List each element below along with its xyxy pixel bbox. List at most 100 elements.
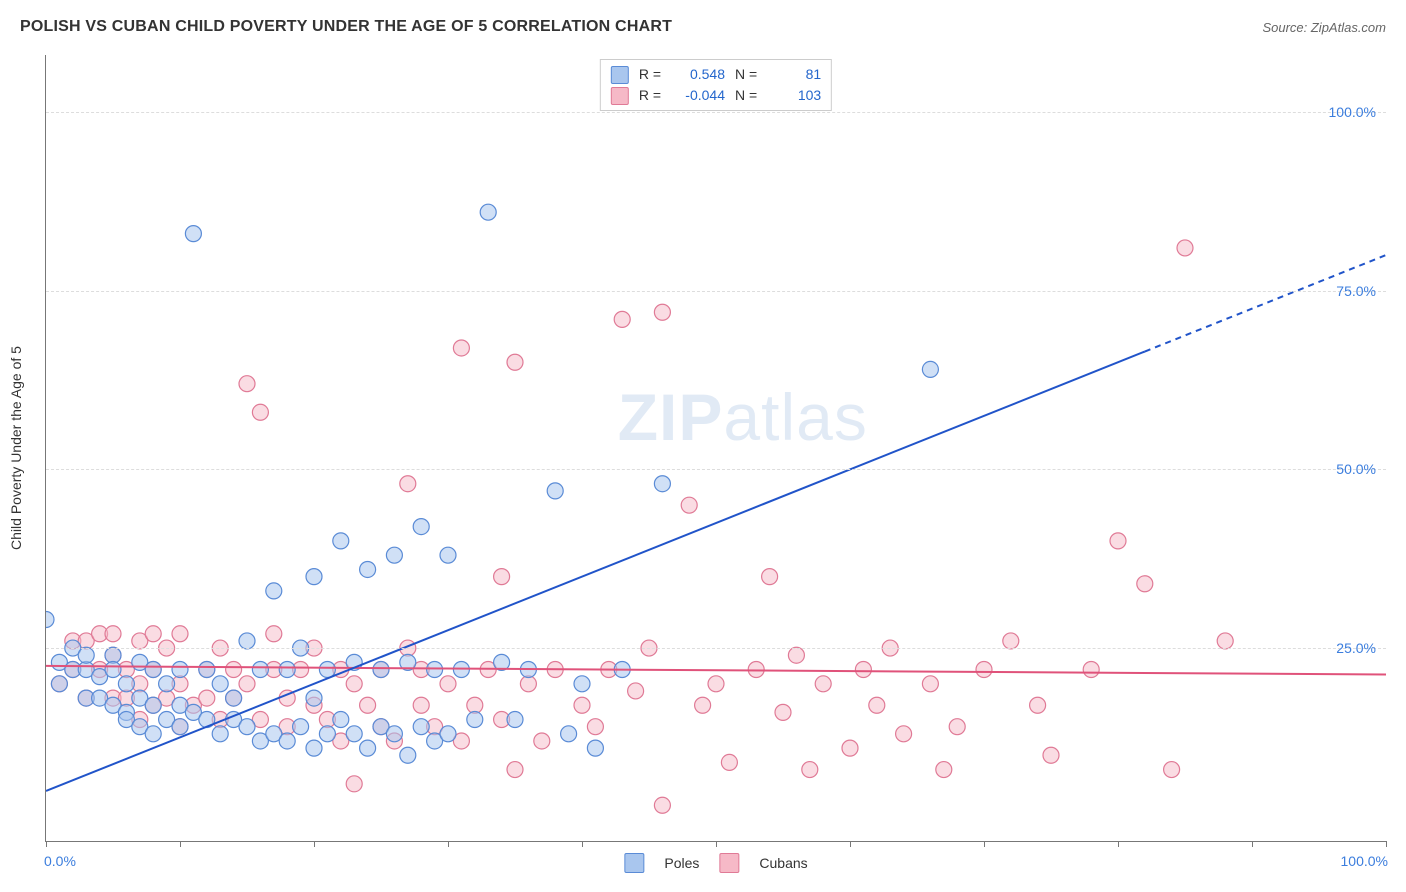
scatter-point (721, 754, 737, 770)
scatter-point (360, 561, 376, 577)
stat-n-label: N = (735, 64, 757, 85)
x-tick (46, 841, 47, 847)
scatter-point (628, 683, 644, 699)
x-tick (1118, 841, 1119, 847)
scatter-point (105, 662, 121, 678)
scatter-point (266, 626, 282, 642)
x-tick (850, 841, 851, 847)
x-axis-start-label: 0.0% (44, 853, 76, 869)
scatter-point (346, 776, 362, 792)
source-name: ZipAtlas.com (1311, 20, 1386, 35)
stats-row-poles: R = 0.548 N = 81 (611, 64, 821, 85)
scatter-svg (46, 55, 1386, 841)
scatter-point (695, 697, 711, 713)
scatter-point (333, 533, 349, 549)
scatter-point (239, 633, 255, 649)
scatter-point (252, 404, 268, 420)
scatter-point (346, 676, 362, 692)
bottom-legend: Poles Cubans (624, 853, 807, 873)
scatter-point (587, 740, 603, 756)
scatter-point (239, 719, 255, 735)
scatter-point (105, 647, 121, 663)
scatter-point (333, 712, 349, 728)
scatter-point (386, 547, 402, 563)
scatter-point (1083, 662, 1099, 678)
scatter-point (949, 719, 965, 735)
stat-r-label: R = (639, 64, 661, 85)
stat-r-label2: R = (639, 85, 661, 106)
x-tick (716, 841, 717, 847)
scatter-point (319, 726, 335, 742)
scatter-point (400, 476, 416, 492)
scatter-point (453, 340, 469, 356)
x-tick (1252, 841, 1253, 847)
scatter-point (105, 626, 121, 642)
scatter-point (199, 690, 215, 706)
scatter-point (413, 719, 429, 735)
scatter-point (145, 697, 161, 713)
scatter-point (922, 676, 938, 692)
scatter-point (507, 354, 523, 370)
scatter-point (172, 626, 188, 642)
scatter-point (896, 726, 912, 742)
scatter-point (279, 733, 295, 749)
scatter-point (1217, 633, 1233, 649)
scatter-point (159, 676, 175, 692)
stat-r-poles: 0.548 (671, 64, 725, 85)
scatter-point (507, 712, 523, 728)
scatter-point (547, 483, 563, 499)
legend-swatch-cubans (719, 853, 739, 873)
legend-label-poles: Poles (664, 855, 699, 871)
grid-line (46, 112, 1386, 113)
x-tick (984, 841, 985, 847)
scatter-point (440, 676, 456, 692)
x-tick (180, 841, 181, 847)
scatter-point (614, 311, 630, 327)
trend-line (46, 666, 1386, 675)
scatter-point (1177, 240, 1193, 256)
source-credit: Source: ZipAtlas.com (1262, 20, 1386, 35)
y-axis-label: Child Poverty Under the Age of 5 (8, 346, 24, 550)
chart-title: POLISH VS CUBAN CHILD POVERTY UNDER THE … (20, 18, 672, 36)
scatter-point (574, 697, 590, 713)
scatter-point (534, 733, 550, 749)
scatter-point (936, 762, 952, 778)
scatter-point (239, 376, 255, 392)
scatter-point (762, 569, 778, 585)
scatter-point (775, 704, 791, 720)
scatter-point (654, 304, 670, 320)
stat-n-poles: 81 (767, 64, 821, 85)
scatter-point (118, 676, 134, 692)
scatter-point (413, 697, 429, 713)
scatter-point (467, 712, 483, 728)
scatter-point (252, 662, 268, 678)
scatter-point (802, 762, 818, 778)
stats-row-cubans: R = -0.044 N = 103 (611, 85, 821, 106)
scatter-point (681, 497, 697, 513)
scatter-point (494, 569, 510, 585)
scatter-point (1003, 633, 1019, 649)
stat-n-cubans: 103 (767, 85, 821, 106)
scatter-point (346, 726, 362, 742)
scatter-point (51, 676, 67, 692)
stats-legend-box: R = 0.548 N = 81 R = -0.044 N = 103 (600, 59, 832, 111)
scatter-point (788, 647, 804, 663)
scatter-point (467, 697, 483, 713)
scatter-point (78, 647, 94, 663)
scatter-point (1043, 747, 1059, 763)
legend-label-cubans: Cubans (759, 855, 807, 871)
scatter-point (815, 676, 831, 692)
scatter-point (279, 662, 295, 678)
scatter-point (440, 547, 456, 563)
x-tick (1386, 841, 1387, 847)
title-bar: POLISH VS CUBAN CHILD POVERTY UNDER THE … (20, 18, 1386, 36)
stat-r-cubans: -0.044 (671, 85, 725, 106)
stat-n-label2: N = (735, 85, 757, 106)
grid-line (46, 648, 1386, 649)
scatter-point (654, 797, 670, 813)
scatter-point (226, 662, 242, 678)
scatter-point (172, 662, 188, 678)
scatter-point (1164, 762, 1180, 778)
scatter-point (1137, 576, 1153, 592)
plot-area: Child Poverty Under the Age of 5 ZIPatla… (45, 55, 1386, 842)
